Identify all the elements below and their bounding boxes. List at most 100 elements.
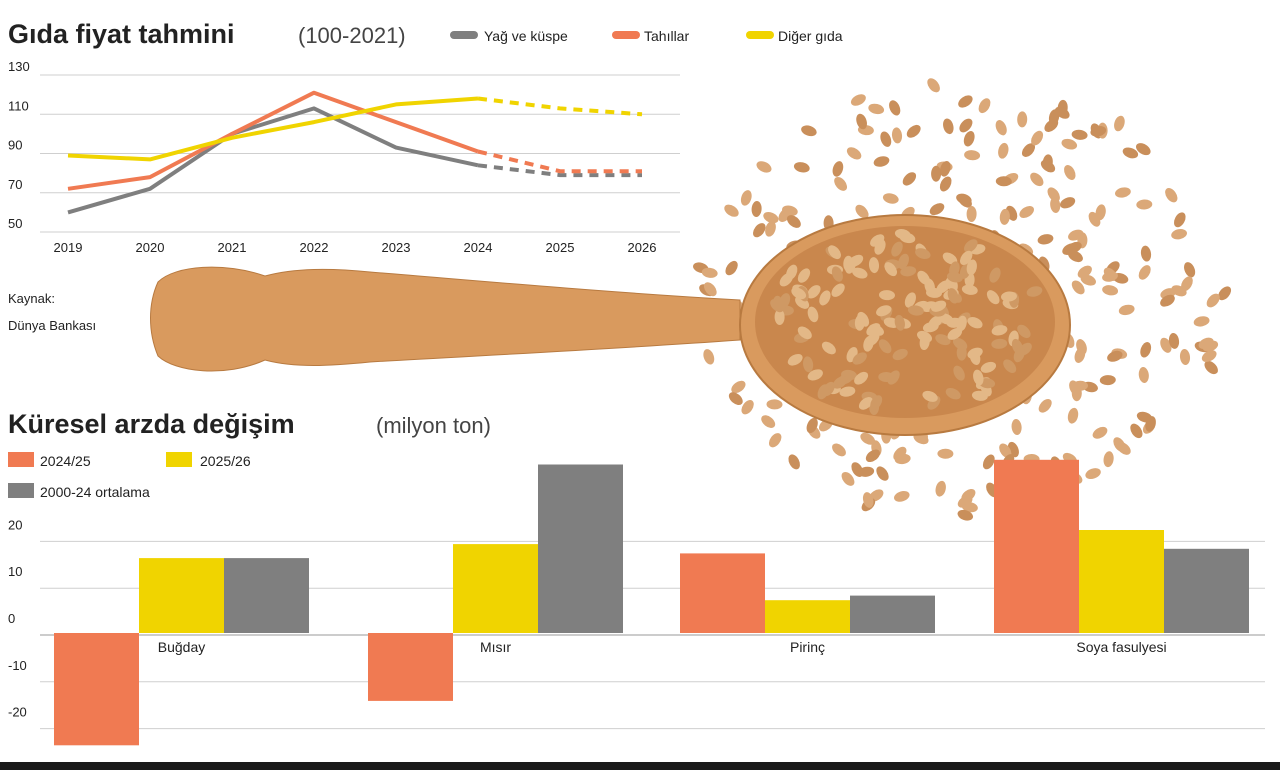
- legend-swatch-2025-26: [166, 452, 192, 467]
- wheat-grain: [1160, 337, 1172, 353]
- legend-label-other: Diğer gıda: [778, 28, 843, 44]
- wheat-grain: [931, 300, 947, 312]
- bar-soya-fasulyesi-2: [1164, 548, 1249, 633]
- wheat-grain: [786, 215, 801, 228]
- wheat-grain: [753, 223, 766, 238]
- wheat-grain: [991, 325, 1008, 336]
- wheat-grain: [876, 466, 889, 481]
- line-chart-subtitle: (100-2021): [298, 23, 406, 48]
- line-chart-y-tick: 70: [8, 177, 22, 192]
- wheat-grain: [858, 397, 873, 410]
- wheat-grain: [1136, 143, 1151, 156]
- wheat-grain: [850, 94, 866, 106]
- bottom-rule: [0, 762, 1280, 770]
- wheat-grain: [1184, 262, 1196, 278]
- bar-category-label: Mısır: [480, 639, 511, 655]
- wheat-grain: [967, 317, 983, 329]
- wheat-grain: [898, 253, 909, 270]
- bar-chart-y-tick: 0: [8, 611, 15, 626]
- wheat-grain: [793, 162, 810, 173]
- line-chart-x-tick: 2024: [464, 240, 493, 255]
- wheat-grain: [703, 282, 717, 297]
- bar-chart-y-tick: -20: [8, 705, 27, 720]
- line-series-2-forecast: [477, 96, 643, 117]
- bar-chart-title: Küresel arzda değişim: [8, 409, 295, 439]
- line-chart: Gıda fiyat tahmini (100-2021) Yağ ve küs…: [8, 19, 843, 333]
- wheat-grain: [787, 353, 803, 366]
- wheat-grain: [1218, 286, 1232, 301]
- line-chart-x-tick: 2022: [300, 240, 329, 255]
- wheat-grain: [882, 193, 899, 204]
- wheat-grain: [1003, 359, 1017, 374]
- wheat-grain: [834, 176, 848, 191]
- wheat-grain: [768, 433, 782, 448]
- wheat-grain: [807, 285, 821, 299]
- bar-mısır-2: [538, 464, 623, 633]
- line-chart-title: Gıda fiyat tahmini: [8, 19, 235, 49]
- wheat-grain: [922, 321, 939, 333]
- bar-pirinç-1: [765, 600, 850, 633]
- wheat-grain: [1038, 398, 1052, 413]
- wheat-grain: [978, 98, 991, 114]
- wheat-grain: [1181, 276, 1193, 292]
- bar-buğday-2: [224, 558, 309, 633]
- wooden-spoon-handle: [150, 266, 741, 372]
- wheat-grain: [924, 278, 935, 295]
- wheat-grain: [765, 221, 776, 237]
- wheat-grain: [1062, 243, 1078, 255]
- line-chart-x-tick: 2021: [218, 240, 247, 255]
- wheat-grain: [999, 208, 1010, 225]
- bar-chart: Küresel arzda değişim (milyon ton) 2024/…: [8, 409, 1265, 746]
- wheat-grain: [945, 387, 961, 400]
- wheat-grain: [906, 124, 921, 138]
- wheat-grain: [870, 395, 883, 410]
- bar-chart-y-tick: 10: [8, 564, 22, 579]
- wheat-grains-in-spoon: [770, 229, 1043, 415]
- wheat-grain: [927, 78, 940, 93]
- wheat-grain: [803, 356, 814, 373]
- source-name: Dünya Bankası: [8, 318, 96, 333]
- bar-pirinç-2: [850, 595, 935, 633]
- wheat-grain: [1067, 407, 1079, 424]
- legend-label-2025-26: 2025/26: [200, 453, 251, 469]
- line-chart-x-tick: 2020: [136, 240, 165, 255]
- wheat-grain: [1077, 265, 1092, 279]
- line-chart-x-ticks: 2019 2020 2021 2022 2023 2024 2025 2026: [54, 240, 657, 255]
- wheat-grain: [995, 120, 1007, 136]
- bar-category-label: Pirinç: [790, 639, 825, 655]
- bar-soya-fasulyesi-1: [1079, 530, 1164, 633]
- wheat-grain: [860, 432, 876, 445]
- bar-chart-y-ticks: 20 10 0 -10 -20: [8, 517, 27, 719]
- wheat-grain: [819, 290, 831, 306]
- bar-mısır-1: [453, 544, 538, 633]
- wheat-grain: [1001, 291, 1017, 302]
- bar-category-label: Soya fasulyesi: [1076, 639, 1166, 655]
- wheat-grain: [841, 471, 855, 486]
- wheat-grain: [959, 118, 973, 133]
- wheat-grain: [1114, 115, 1125, 132]
- wheat-grain: [1193, 316, 1210, 327]
- line-series-1: [67, 90, 479, 191]
- wheat-grain: [1102, 285, 1119, 296]
- bar-chart-category-labels: Buğday Mısır Pirinç Soya fasulyesi: [158, 639, 1167, 655]
- wheat-grain: [1072, 380, 1088, 391]
- wheat-grain: [940, 160, 951, 177]
- line-chart-y-tick: 50: [8, 216, 22, 231]
- wheat-grain: [915, 248, 931, 259]
- wheat-grain: [907, 305, 924, 316]
- wheat-grain: [856, 113, 867, 130]
- wheat-grain: [832, 376, 848, 389]
- wheat-grain: [1145, 416, 1156, 432]
- wheat-grain: [817, 384, 829, 400]
- wheat-grain: [999, 443, 1012, 458]
- bar-chart-legend: 2024/25 2025/26 2000-24 ortalama: [8, 452, 251, 500]
- wheat-grain: [889, 100, 901, 116]
- wheat-grain: [761, 415, 776, 428]
- legend-label-average: 2000-24 ortalama: [40, 484, 150, 500]
- wheat-grain: [1060, 197, 1076, 209]
- wheat-grain: [891, 241, 903, 257]
- wheat-grain: [916, 330, 933, 343]
- wheat-grain: [862, 492, 874, 508]
- wheat-grain: [1031, 130, 1044, 146]
- wheat-grain: [828, 245, 841, 260]
